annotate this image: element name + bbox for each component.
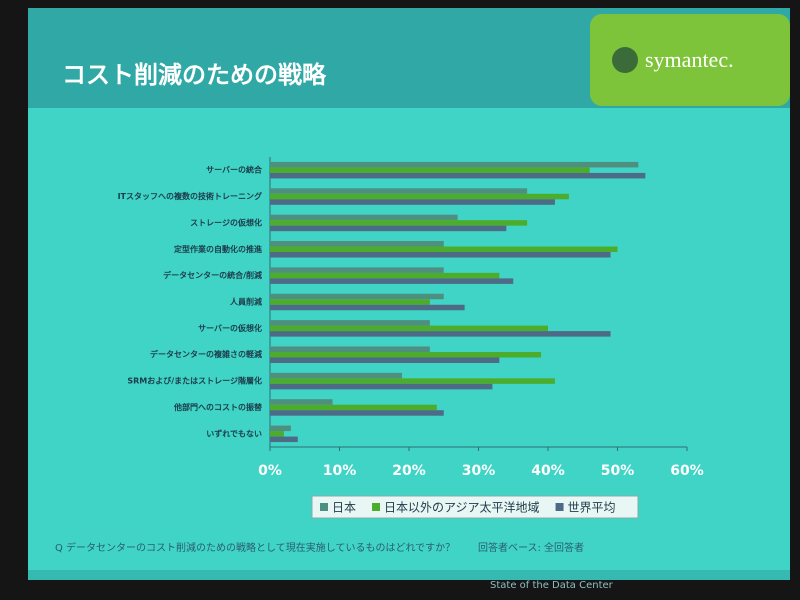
bar (270, 399, 333, 405)
bar (270, 293, 444, 300)
bar (270, 272, 500, 279)
y-tick-label: 人員削減 (230, 297, 262, 307)
bar (270, 167, 590, 173)
bar (270, 161, 639, 168)
bar (270, 331, 611, 337)
bar (270, 299, 430, 305)
bar (270, 304, 465, 311)
y-tick-label: ITスタッフへの複数の技術トレーニング (118, 191, 262, 201)
x-tick-label: 40% (531, 463, 565, 479)
x-tick-label: 50% (601, 463, 635, 479)
bar (270, 351, 542, 358)
bar (270, 241, 444, 247)
y-tick-label: データセンターの複雑さの軽減 (150, 349, 262, 359)
legend: 日本 日本以外のアジア太平洋地域 世界平均 (311, 495, 639, 519)
bar (270, 214, 458, 221)
legend-label: 日本以外のアジア太平洋地域 (384, 500, 540, 515)
logo: symantec. (645, 47, 734, 72)
legend-box (311, 495, 639, 519)
bar (270, 378, 555, 384)
x-tick-label: 60% (670, 463, 704, 479)
bar (270, 267, 444, 273)
footer: State of the Data Center (490, 580, 614, 591)
bar (270, 431, 284, 437)
y-tick-label: 他部門へのコストの振替 (173, 402, 262, 412)
bar (270, 225, 507, 232)
x-tick-label: 30% (462, 463, 496, 479)
bar (270, 404, 437, 411)
bar (270, 246, 618, 253)
question: Q データセンターのコスト削減のための戦略として現在実施しているものはどれですか… (55, 541, 455, 554)
bar (270, 172, 646, 179)
y-tick-label: ストレージの仮想化 (190, 217, 262, 227)
legend-label: 世界平均 (568, 501, 616, 515)
bar (270, 436, 298, 443)
y-tick-label: サーバーの仮想化 (198, 323, 262, 333)
bar (270, 383, 493, 390)
logo-mark (612, 47, 638, 73)
y-tick-label: いずれでもない (206, 428, 262, 438)
bar (270, 193, 569, 200)
x-tick-label: 20% (392, 463, 426, 479)
legend-swatch (320, 503, 328, 511)
bar (270, 188, 528, 194)
y-tick-label: SRMおよび/またはストレージ階層化 (127, 376, 262, 386)
logo-box (590, 14, 790, 106)
bar (270, 199, 555, 205)
chart: 0% 10% 20% 30% 40% 50% 60% サーバーの統合 ITスタッフへの複数の技術… (118, 157, 704, 519)
x-tick-label: 10% (323, 463, 357, 479)
footer-band (28, 570, 790, 580)
base: 回答者ベース: 全回答者 (478, 541, 584, 554)
legend-swatch (372, 503, 381, 511)
bar (270, 357, 500, 363)
bar (270, 410, 444, 416)
bar (270, 346, 430, 352)
bar (270, 372, 403, 379)
title: コスト削減のための戦略 (62, 61, 327, 89)
bar (270, 325, 548, 332)
x-tick-label: 0% (258, 463, 282, 479)
y-tick-label: データセンターの統合/削減 (163, 270, 262, 280)
bar (270, 252, 611, 258)
legend-label: 日本 (332, 501, 356, 515)
bar (270, 320, 430, 326)
bar (270, 220, 528, 226)
bar (270, 278, 514, 284)
bar (270, 425, 291, 432)
y-tick-label: 定型作業の自動化の推進 (173, 244, 262, 254)
y-tick-label: サーバーの統合 (206, 165, 263, 175)
legend-swatch (555, 503, 564, 511)
